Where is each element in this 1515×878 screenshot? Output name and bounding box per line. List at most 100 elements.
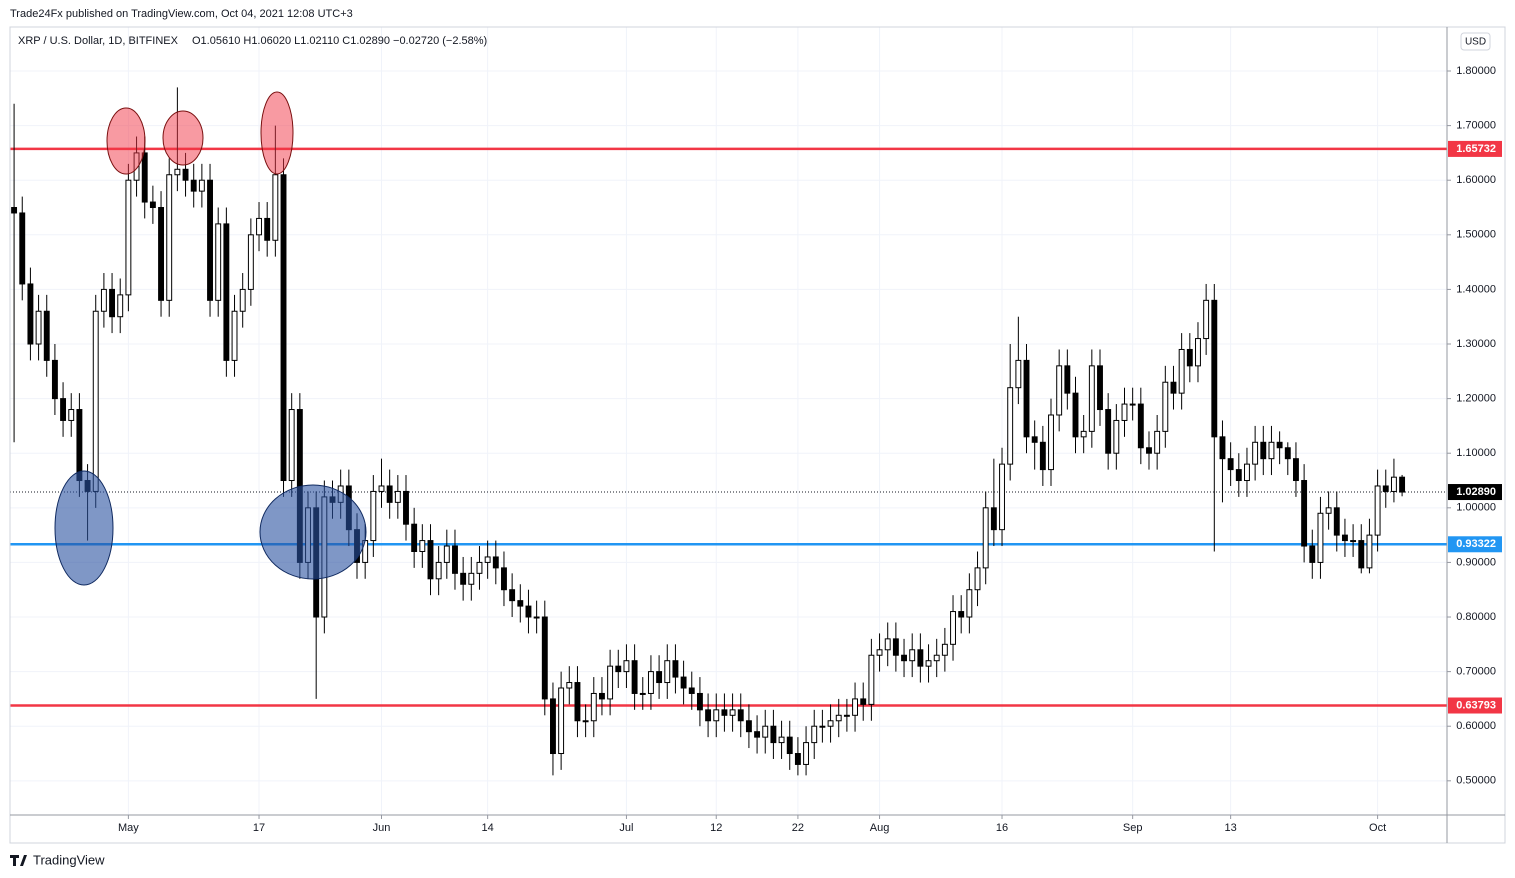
x-tick-label: Aug xyxy=(870,822,890,834)
candle-body xyxy=(1276,441,1283,449)
candle-body xyxy=(1260,441,1267,460)
candle-body xyxy=(843,714,850,717)
candle-body xyxy=(1162,381,1169,432)
candle-body xyxy=(1178,348,1185,394)
candle-body xyxy=(1113,419,1120,454)
candle-body xyxy=(166,174,173,301)
candle-body xyxy=(917,649,924,667)
candle-body xyxy=(1235,469,1242,482)
level-badge xyxy=(1448,697,1502,714)
candle-body xyxy=(868,654,875,705)
candle-body xyxy=(443,545,450,563)
currency-badge[interactable] xyxy=(1460,32,1491,51)
candle-body xyxy=(517,600,524,607)
candle-body xyxy=(770,725,777,744)
candle-body xyxy=(852,698,859,716)
candle-body xyxy=(745,720,752,733)
candle-body xyxy=(1341,534,1348,542)
candle-body xyxy=(966,589,973,618)
x-tick-label: May xyxy=(118,822,139,834)
highlight-circle xyxy=(259,484,367,580)
candle-body xyxy=(607,665,614,700)
candle-body xyxy=(1023,359,1030,438)
candle-body xyxy=(541,616,548,700)
candle-body xyxy=(149,201,156,209)
candle-body xyxy=(982,507,989,569)
candle-body xyxy=(43,310,50,361)
candle-body xyxy=(574,682,581,722)
candle-body xyxy=(664,660,671,684)
y-tick-label: 1.50000 xyxy=(1456,229,1496,241)
candle-body xyxy=(827,720,834,727)
candle-body xyxy=(125,179,132,296)
symbol-title: XRP / U.S. Dollar, 1D, BITFINEX xyxy=(18,35,179,47)
candle-body xyxy=(1121,403,1128,421)
grid xyxy=(10,27,1447,815)
candle-body xyxy=(141,152,148,203)
candle-body xyxy=(92,310,99,492)
candle-body xyxy=(435,561,442,580)
candle-body xyxy=(468,572,475,585)
candle-body xyxy=(590,692,597,722)
candle-body xyxy=(582,720,589,723)
candle-body xyxy=(631,660,638,694)
candle-body xyxy=(1154,430,1161,454)
candle-body xyxy=(1186,348,1193,367)
x-tick-label: 13 xyxy=(1225,822,1237,834)
candle-body xyxy=(647,671,654,694)
axes: 0.50000 0.60000 0.70000 0.80000 0.90000 1.000… xyxy=(118,65,1502,834)
frame xyxy=(9,26,1506,844)
candle-body xyxy=(288,409,295,482)
y-tick-label: 1.40000 xyxy=(1456,283,1496,295)
candle-body xyxy=(525,605,532,618)
candle-body xyxy=(1146,447,1152,454)
candle-body xyxy=(394,490,401,503)
highlight-circle xyxy=(54,470,114,586)
candle-body xyxy=(958,611,965,618)
candle-body xyxy=(231,310,238,361)
y-tick-label: 0.50000 xyxy=(1456,775,1496,787)
candle-body xyxy=(174,168,181,176)
logo-icon xyxy=(10,855,27,866)
candle-body xyxy=(1219,436,1226,460)
x-tick-label: 17 xyxy=(253,822,265,834)
candle-body xyxy=(35,310,42,345)
y-tick-label: 1.80000 xyxy=(1456,65,1496,77)
candle-body xyxy=(656,671,663,684)
x-tick-label: 16 xyxy=(996,822,1008,834)
candle-body xyxy=(1031,436,1038,443)
candle-body xyxy=(1048,414,1054,471)
candle-body xyxy=(705,709,712,722)
candle-body xyxy=(51,359,58,400)
candle-body xyxy=(696,692,703,711)
candle-body xyxy=(598,692,605,700)
brand-logo: TradingView xyxy=(10,852,105,867)
candle-body xyxy=(909,649,916,662)
candle-body xyxy=(803,742,810,765)
candle-body xyxy=(1317,512,1324,563)
candle-body xyxy=(223,223,230,361)
candle-body xyxy=(1293,458,1299,482)
candle-body xyxy=(1129,403,1136,406)
candle-body xyxy=(256,217,262,236)
candle-body xyxy=(974,567,981,591)
candle-body xyxy=(713,709,720,722)
candle-body xyxy=(1039,441,1046,471)
y-tick-label: 0.90000 xyxy=(1456,556,1496,568)
candle-body xyxy=(411,523,418,552)
y-tick-label: 0.70000 xyxy=(1456,666,1496,678)
candle-body xyxy=(492,556,499,569)
candle-body xyxy=(1056,365,1063,416)
candle-body xyxy=(1072,392,1079,438)
candle-body xyxy=(68,409,75,421)
candle-body xyxy=(1325,507,1332,514)
candle-body xyxy=(999,463,1005,531)
candle-body xyxy=(370,490,377,542)
candle-body xyxy=(11,207,18,214)
candle-body xyxy=(990,507,997,531)
y-tick-label: 1.20000 xyxy=(1456,393,1496,405)
candle-body xyxy=(1195,338,1201,367)
candle-body xyxy=(378,485,385,492)
levels xyxy=(10,147,1447,707)
